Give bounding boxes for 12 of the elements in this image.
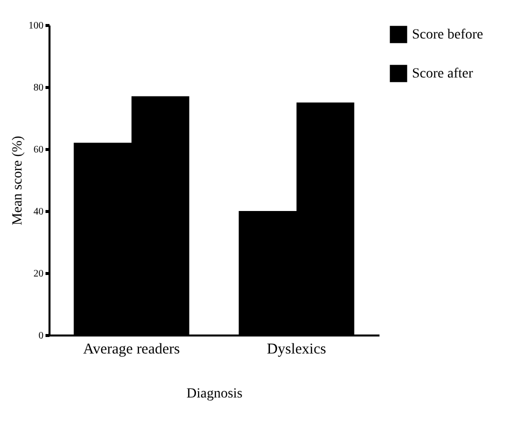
x-axis-title: Diagnosis [186, 386, 242, 402]
y-tick-label: 40 [34, 206, 44, 218]
y-tick-label: 20 [34, 268, 44, 280]
y-axis-title: Mean score (%) [10, 135, 26, 226]
x-tick-label: Dyslexics [266, 342, 326, 358]
y-tick-label: 100 [28, 20, 44, 32]
legend-label: Score before [412, 28, 484, 42]
y-tick-label: 60 [34, 144, 44, 156]
y-tick-label: 80 [34, 82, 44, 94]
y-tick-label: 0 [38, 330, 44, 342]
legend-label: Score after [412, 66, 474, 82]
x-tick-label: Average readers [83, 342, 180, 358]
